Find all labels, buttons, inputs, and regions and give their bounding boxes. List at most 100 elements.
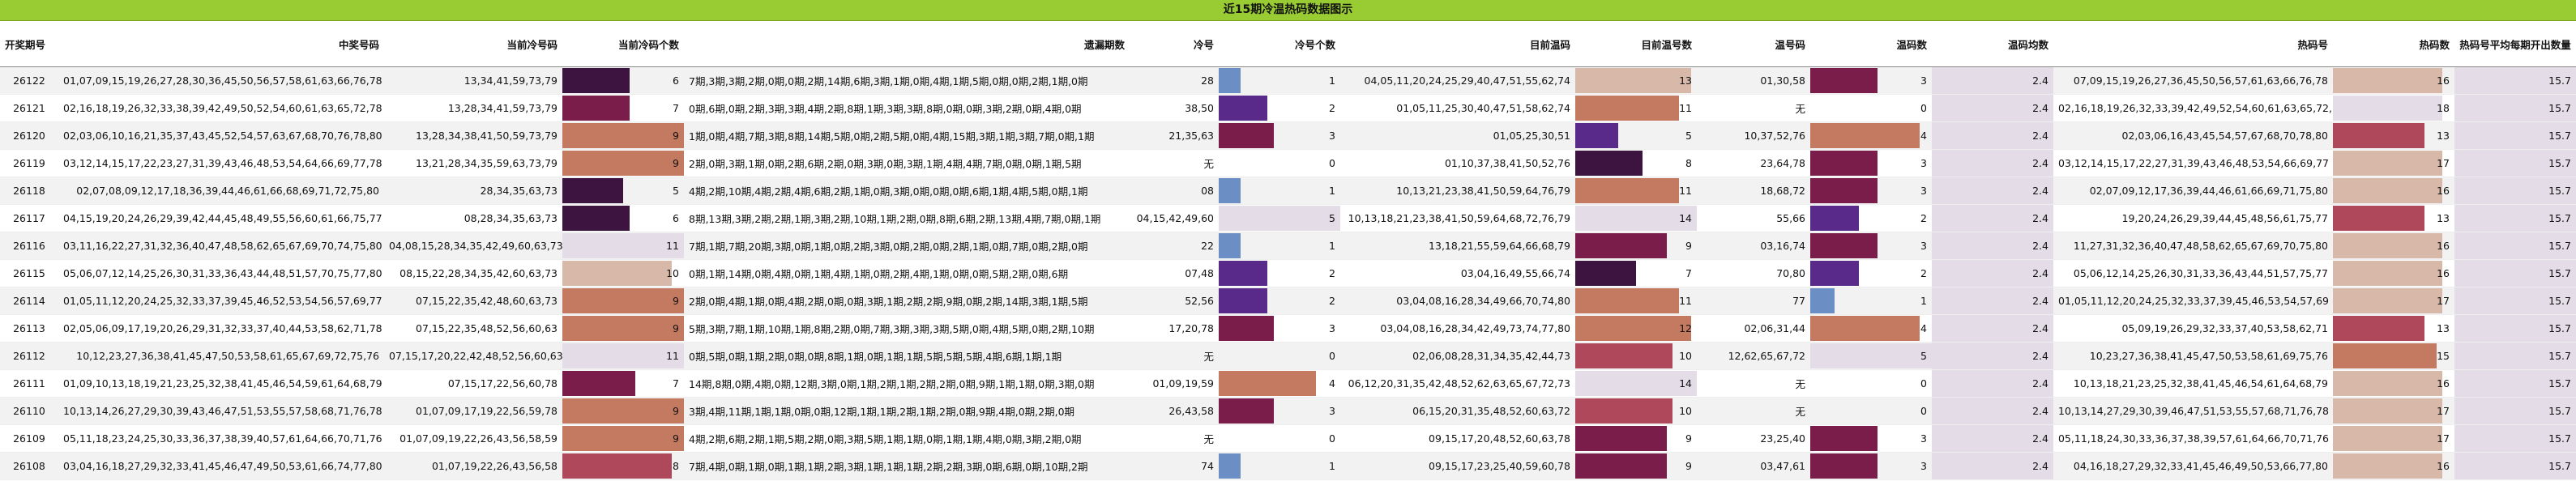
warm-numbers-cell: 01,05,11,25,30,40,47,51,58,62,74	[1340, 94, 1575, 122]
table-row[interactable]: 26115 05,06,07,12,14,25,26,30,31,33,36,43…	[0, 259, 2576, 287]
hot-numbers-cell: 10,13,18,21,23,25,32,38,41,45,46,54,61,6…	[2053, 369, 2333, 398]
header-cold-count[interactable]: 当前冷码个数	[562, 21, 684, 67]
header-warm-numbers[interactable]: 目前温码	[1340, 21, 1575, 67]
cold-numbers-cell: 07,15,17,22,56,60,78	[384, 369, 562, 398]
table-row[interactable]: 26109 05,11,18,23,24,25,30,33,36,37,38,39…	[0, 424, 2576, 453]
hot-count-cell-value: 17	[2437, 295, 2450, 307]
warm-count-cell: 14	[1575, 204, 1697, 232]
warm-count-cell-value: 9	[1685, 460, 1692, 472]
cold-numbers-cell: 28,34,35,63,73	[384, 177, 562, 205]
header-hot-avg[interactable]: 热码号平均每期开出数量	[2454, 21, 2576, 67]
header-warm2-count[interactable]: 温码数	[1810, 21, 1932, 67]
heat-bar	[562, 233, 684, 258]
winning-numbers-cell: 03,12,14,15,17,22,23,27,31,39,43,46,48,5…	[58, 149, 384, 177]
warm-count-cell-value: 9	[1685, 432, 1692, 445]
warm-avg-cell: 2.4	[1932, 204, 2053, 232]
cold-numbers-cell: 04,08,15,28,34,35,42,49,60,63,73	[384, 232, 562, 260]
heat-bar	[562, 453, 672, 479]
warm-count-cell-value: 11	[1679, 295, 1692, 307]
table-row[interactable]: 26117 04,15,19,20,24,26,29,39,42,44,45,48…	[0, 204, 2576, 232]
warm2-count-cell-value: 3	[1920, 460, 1927, 472]
warm-count-cell-value: 10	[1679, 405, 1692, 417]
cold-count-cell-value: 9	[673, 157, 679, 169]
header-warm-count[interactable]: 目前温号数	[1575, 21, 1697, 67]
omit-periods-cell: 8期,13期,3期,2期,2期,1期,3期,2期,10期,1期,2期,0期,8期…	[684, 204, 1130, 232]
cold2-cell: 无	[1130, 342, 1219, 370]
hot-count-cell: 16	[2333, 259, 2454, 287]
cold2-count-cell: 4	[1219, 369, 1340, 398]
table-row[interactable]: 26121 02,16,18,19,26,32,33,38,39,42,49,50…	[0, 94, 2576, 122]
warm2-count-cell: 1	[1810, 287, 1932, 315]
hot-avg-cell: 15.7	[2454, 287, 2576, 315]
header-omit-periods[interactable]: 遗漏期数	[684, 21, 1130, 67]
heat-bar	[1810, 206, 1859, 231]
warm2-cell: 77	[1697, 287, 1810, 315]
warm2-count-cell: 4	[1810, 314, 1932, 343]
hot-count-cell-value: 16	[2437, 240, 2450, 252]
warm2-count-cell-value: 0	[1920, 102, 1927, 114]
omit-periods-cell: 4期,2期,10期,4期,2期,4期,6期,2期,1期,0期,3期,0期,0期,…	[684, 177, 1130, 205]
header-hot-count[interactable]: 热码数	[2333, 21, 2454, 67]
table-row[interactable]: 26119 03,12,14,15,17,22,23,27,31,39,43,46…	[0, 149, 2576, 177]
heat-bar	[1575, 426, 1667, 451]
header-cold2-count[interactable]: 冷号个数	[1219, 21, 1340, 67]
table-row[interactable]: 26110 10,13,14,26,27,29,30,39,43,46,47,51…	[0, 397, 2576, 425]
table-row[interactable]: 26122 01,07,09,15,19,26,27,28,30,36,45,50…	[0, 66, 2576, 95]
hot-count-cell-value: 13	[2437, 130, 2450, 142]
warm-numbers-cell: 03,04,08,16,28,34,42,49,73,74,77,80	[1340, 314, 1575, 343]
period-cell: 26116	[0, 232, 58, 260]
table-row[interactable]: 26112 10,12,23,27,36,38,41,45,47,50,53,58…	[0, 342, 2576, 370]
header-period[interactable]: 开奖期号	[0, 21, 58, 67]
cold-count-cell-value: 9	[673, 432, 679, 445]
heat-bar	[2333, 68, 2442, 93]
winning-numbers-cell: 03,04,16,18,27,29,32,33,41,45,46,47,49,5…	[58, 452, 384, 480]
header-warm2[interactable]: 温号码	[1697, 21, 1810, 67]
hot-count-cell: 16	[2333, 369, 2454, 398]
warm2-count-cell: 3	[1810, 177, 1932, 205]
cold-numbers-cell: 13,28,34,38,41,50,59,73,79	[384, 121, 562, 150]
table-row[interactable]: 26118 02,07,08,09,12,17,18,36,39,44,46,61…	[0, 177, 2576, 205]
hot-count-cell: 13	[2333, 204, 2454, 232]
header-hot-numbers[interactable]: 热码号	[2053, 21, 2333, 67]
cold-count-cell: 9	[562, 314, 684, 343]
hot-avg-cell: 15.7	[2454, 397, 2576, 425]
heat-bar	[562, 426, 684, 451]
winning-numbers-cell: 05,11,18,23,24,25,30,33,36,37,38,39,40,5…	[58, 424, 384, 453]
heat-bar	[2333, 288, 2442, 313]
winning-numbers-cell: 01,07,09,15,19,26,27,28,30,36,45,50,56,5…	[58, 66, 384, 95]
cold2-count-cell-value: 2	[1329, 267, 1335, 279]
period-cell: 26122	[0, 66, 58, 95]
hot-count-cell-value: 16	[2437, 185, 2450, 197]
hot-numbers-cell: 02,16,18,19,26,32,33,39,42,49,52,54,60,6…	[2053, 94, 2333, 122]
table-row[interactable]: 26108 03,04,16,18,27,29,32,33,41,45,46,47…	[0, 452, 2576, 480]
table-row[interactable]: 26111 01,09,10,13,18,19,21,23,25,32,38,41…	[0, 369, 2576, 398]
table-row[interactable]: 26113 02,05,06,09,17,19,20,26,29,31,32,33…	[0, 314, 2576, 343]
warm2-count-cell-value: 1	[1920, 295, 1927, 307]
heat-bar	[562, 398, 684, 424]
winning-numbers-cell: 02,03,06,10,16,21,35,37,43,45,52,54,57,6…	[58, 121, 384, 150]
omit-periods-cell: 1期,0期,4期,7期,3期,8期,14期,5期,0期,2期,5期,0期,4期,…	[684, 121, 1130, 150]
cold-count-cell: 11	[562, 342, 684, 370]
header-cold-numbers[interactable]: 当前冷号码	[384, 21, 562, 67]
table-row[interactable]: 26120 02,03,06,10,16,21,35,37,43,45,52,54…	[0, 121, 2576, 150]
warm2-count-cell-value: 5	[1920, 350, 1927, 362]
table-row[interactable]: 26116 03,11,16,22,27,31,32,36,40,47,48,58…	[0, 232, 2576, 260]
heat-bar	[1575, 316, 1691, 341]
winning-numbers-cell: 02,07,08,09,12,17,18,36,39,44,46,61,66,6…	[58, 177, 384, 205]
table-row[interactable]: 26114 01,05,11,12,20,24,25,32,33,37,39,45…	[0, 287, 2576, 315]
cold-count-cell-value: 11	[666, 240, 679, 252]
warm2-count-cell-value: 3	[1920, 185, 1927, 197]
warm-avg-cell: 2.4	[1932, 66, 2053, 95]
cold-count-cell: 6	[562, 66, 684, 95]
winning-numbers-cell: 02,16,18,19,26,32,33,38,39,42,49,50,52,5…	[58, 94, 384, 122]
header-warm-avg[interactable]: 温码均数	[1932, 21, 2053, 67]
cold2-cell: 52,56	[1130, 287, 1219, 315]
heat-bar	[562, 288, 684, 313]
header-cold2[interactable]: 冷号	[1130, 21, 1219, 67]
heat-bar	[1810, 316, 1920, 341]
heat-bar	[2333, 316, 2424, 341]
winning-numbers-cell: 10,12,23,27,36,38,41,45,47,50,53,58,61,6…	[58, 342, 384, 370]
cold-count-cell-value: 7	[673, 102, 679, 114]
header-winning-numbers[interactable]: 中奖号码	[58, 21, 384, 67]
heat-bar	[1219, 68, 1241, 93]
